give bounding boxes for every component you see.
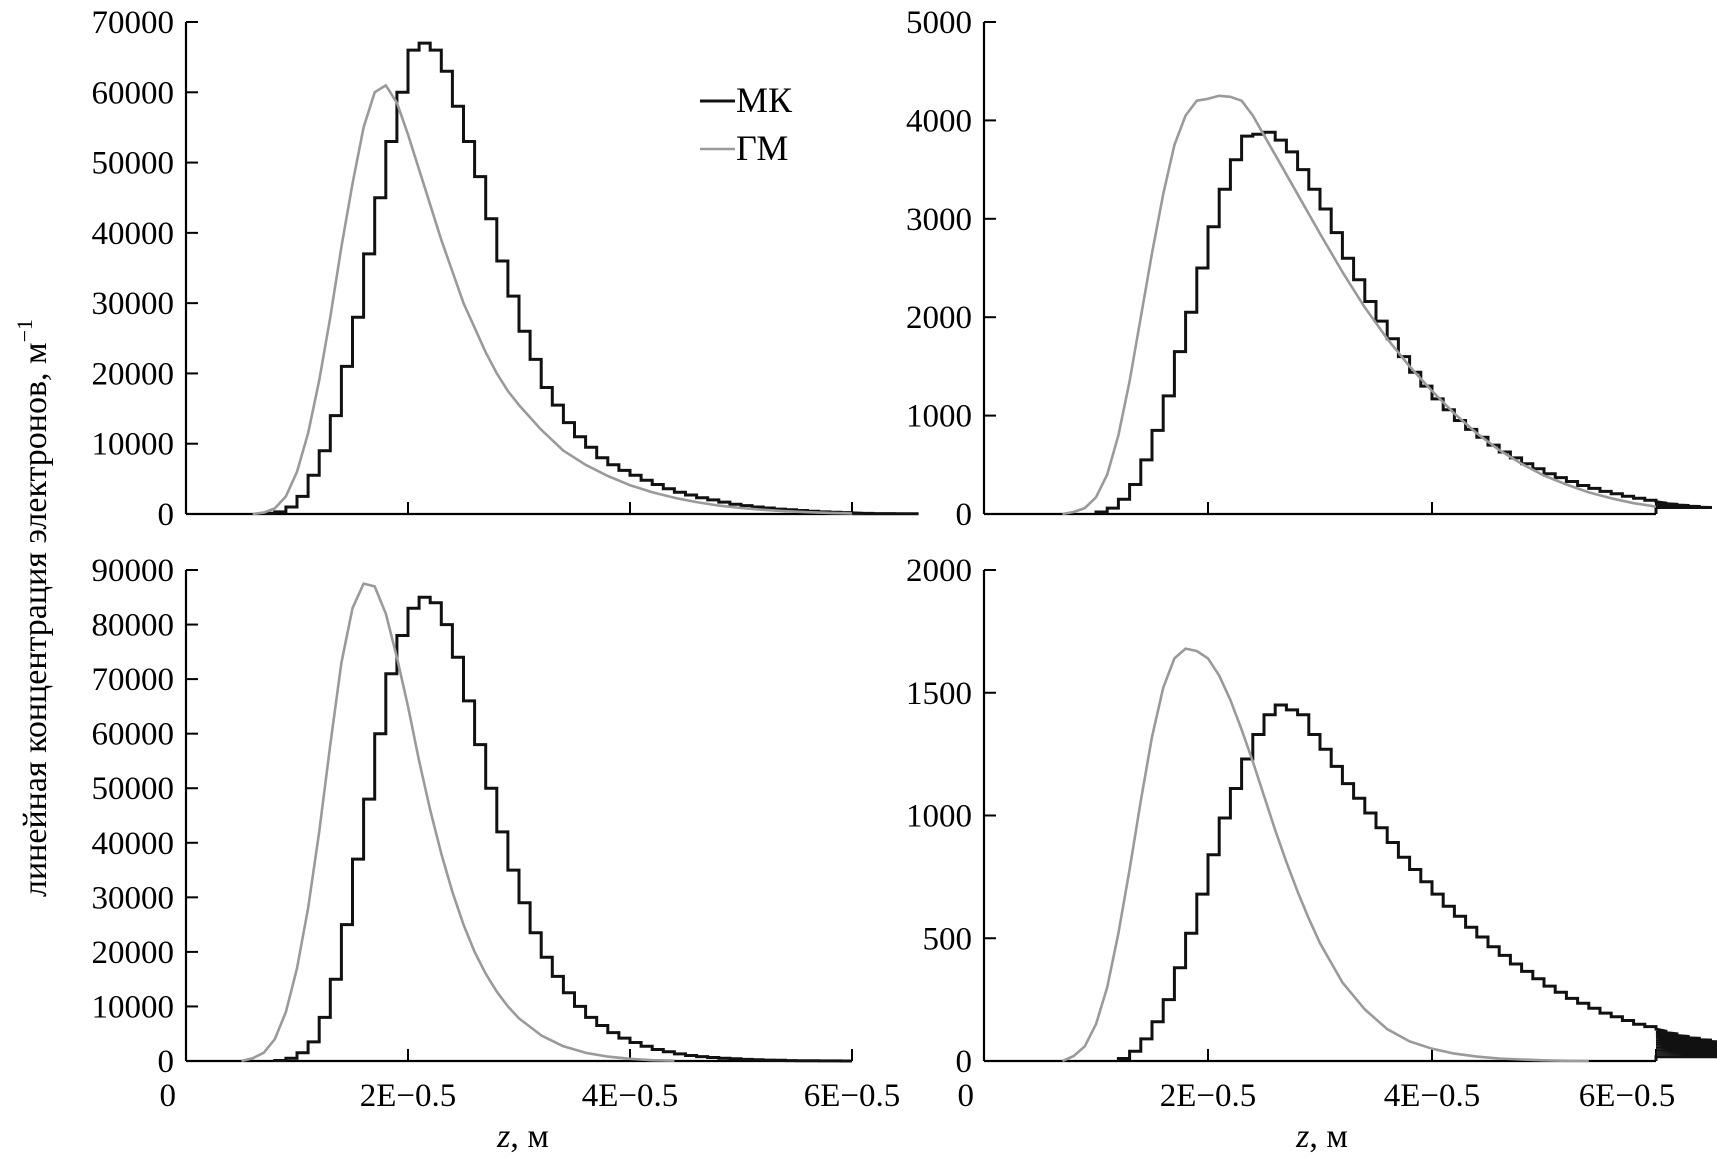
x-tick-label: 6E−0.5 bbox=[804, 1078, 901, 1114]
y-axis-title: линейная концентрация электронов, м−1 bbox=[12, 319, 54, 897]
y-axis-title-text: линейная концентрация электронов, м bbox=[17, 342, 54, 897]
x-tick-label: 6E−0.5 bbox=[1579, 1078, 1676, 1114]
x-tick-label: 0 bbox=[958, 1078, 975, 1114]
y-tick-label: 0 bbox=[158, 1044, 175, 1080]
series-gm-top-left bbox=[252, 84, 853, 516]
legend-label: ГМ bbox=[736, 128, 788, 168]
y-tick-label: 70000 bbox=[92, 5, 175, 41]
x-tick-label: 0 bbox=[160, 1078, 177, 1114]
svg-text:z, м: z, м bbox=[1295, 1118, 1348, 1155]
y-tick-label: 90000 bbox=[92, 553, 175, 589]
svg-text:линейная концентрация электрон: линейная концентрация электронов, м−1 bbox=[12, 319, 54, 897]
panel-top-right: 0 1000 2000 3000 4000 5000 bbox=[906, 5, 1713, 533]
x-tick-label: 2E−0.5 bbox=[360, 1078, 457, 1114]
y-tick-label: 10000 bbox=[92, 427, 175, 463]
x-axis-title-right-unit: , м bbox=[1309, 1118, 1348, 1155]
y-tick-label: 2000 bbox=[906, 300, 972, 336]
y-tick-label: 20000 bbox=[92, 356, 175, 392]
x-tick-label: 4E−0.5 bbox=[1384, 1078, 1481, 1114]
y-tick-label: 2000 bbox=[906, 553, 972, 589]
y-tick-label: 40000 bbox=[92, 826, 175, 862]
panels: 010000200003000040000500006000070000МКГМ… bbox=[92, 5, 1717, 1114]
panel-top-left: 0 10000 20000 30000 40000 50000 60000 70000 МК ГМ bbox=[92, 5, 919, 533]
y-tick-label: 1000 bbox=[906, 399, 972, 435]
y-tick-label: 70000 bbox=[92, 662, 175, 698]
y-tick-label: 3000 bbox=[906, 202, 972, 238]
legend: МК ГМ bbox=[700, 80, 793, 168]
series-gm-bottom-right bbox=[1061, 647, 1589, 1063]
legend-label: МК bbox=[736, 80, 793, 120]
series-gm-top-right bbox=[1062, 94, 1657, 516]
y-tick-label: 10000 bbox=[92, 989, 175, 1025]
y-tick-label: 0 bbox=[956, 1044, 973, 1080]
series-mk-bottom-left bbox=[273, 595, 852, 1063]
x-axis-title-right: z, м bbox=[1295, 1118, 1348, 1155]
y-tick-label: 0 bbox=[158, 497, 175, 533]
y-tick-label: 50000 bbox=[92, 146, 175, 182]
y-tick-label: 4000 bbox=[906, 103, 972, 139]
y-tick-label: 40000 bbox=[92, 216, 175, 252]
x-axis-title-right-var: z bbox=[1295, 1118, 1309, 1155]
y-axis-title-sup: −1 bbox=[12, 319, 37, 342]
y-tick-label: 50000 bbox=[92, 771, 175, 807]
series-gm-bottom-left bbox=[241, 582, 675, 1063]
y-tick-label: 80000 bbox=[92, 608, 175, 644]
panel-bottom-right: 0 500 1000 1500 2000 0 2E−0.5 4E−0.5 6E−0.5 bbox=[906, 553, 1717, 1114]
svg-text:z, м: z, м bbox=[496, 1118, 549, 1155]
panel-bottom-left: 0 10000 20000 30000 40000 50000 60000 70000 8000… bbox=[92, 553, 901, 1114]
y-tick-label: 30000 bbox=[92, 286, 175, 322]
x-tick-label: 4E−0.5 bbox=[582, 1078, 679, 1114]
y-tick-label: 0 bbox=[956, 497, 973, 533]
series-mk-top-left bbox=[262, 41, 919, 516]
y-tick-label: 5000 bbox=[906, 5, 972, 41]
x-axis-title-left-unit: , м bbox=[510, 1118, 549, 1155]
y-tick-label: 60000 bbox=[92, 75, 175, 111]
y-tick-label: 30000 bbox=[92, 880, 175, 916]
y-tick-label: 60000 bbox=[92, 717, 175, 753]
y-tick-label: 20000 bbox=[92, 935, 175, 971]
x-axis-title-left-var: z bbox=[496, 1118, 510, 1155]
series-mk-top-right bbox=[1094, 130, 1713, 514]
y-tick-label: 500 bbox=[923, 921, 973, 957]
y-tick-label: 1500 bbox=[906, 676, 972, 712]
x-tick-label: 2E−0.5 bbox=[1160, 1078, 1257, 1114]
y-tick-label: 1000 bbox=[906, 799, 972, 835]
series-mk-bottom-right bbox=[1116, 703, 1717, 1061]
x-axis-title-left: z, м bbox=[496, 1118, 549, 1155]
